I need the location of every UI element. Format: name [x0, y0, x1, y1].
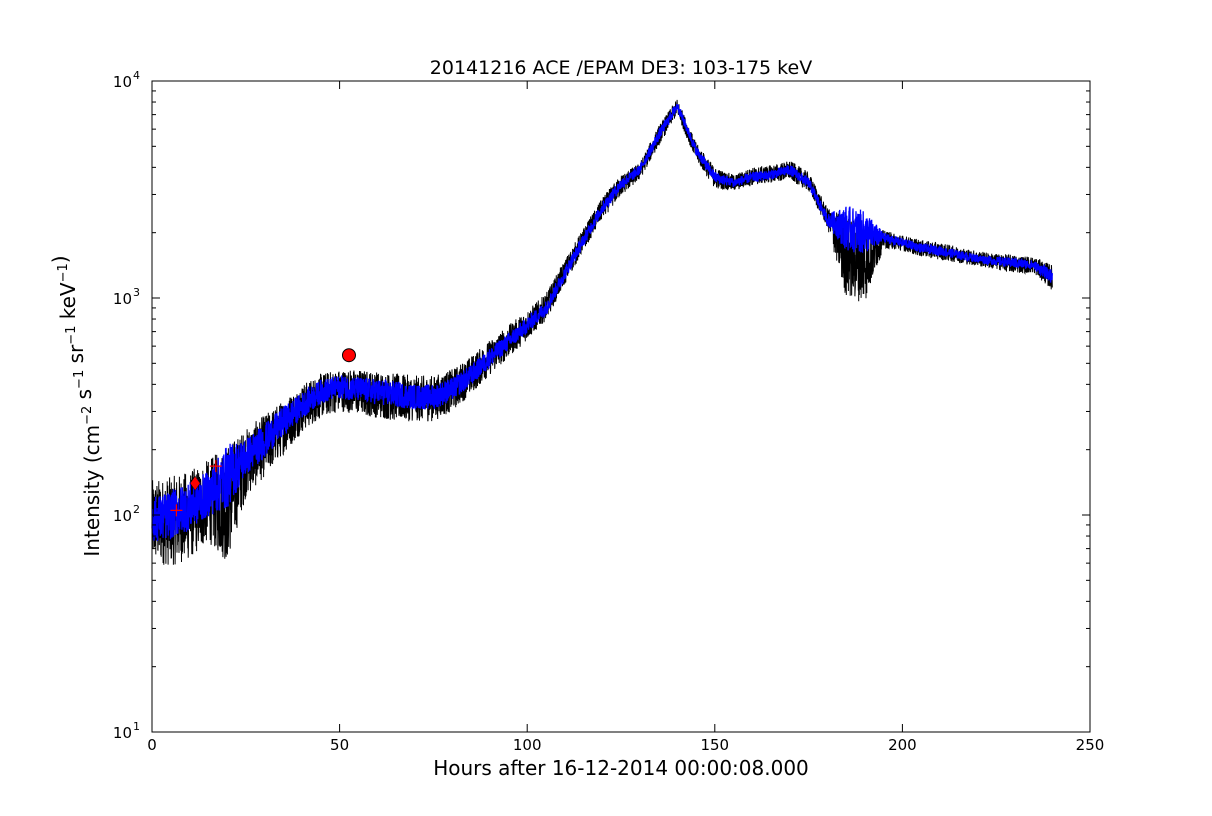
- y-tick-label-exponent: 4: [133, 69, 140, 82]
- y-label-unit-exponent: −1: [72, 370, 87, 389]
- x-tick-label: 0: [147, 736, 157, 754]
- marker-plus-3: [209, 460, 222, 473]
- plot-area-frame: [151, 80, 1091, 733]
- x-tick-label: 150: [700, 736, 729, 754]
- data-layer: [151, 99, 1053, 565]
- y-label-unit: cm: [80, 425, 104, 455]
- y-label-unit-exponent: −2: [80, 406, 95, 425]
- y-tick-label: 10: [113, 290, 132, 308]
- series-blue-trace: [151, 104, 1053, 542]
- marker-plus-1: [170, 504, 183, 517]
- y-label-unit: sr: [64, 344, 88, 370]
- chart-title: 20141216 ACE /EPAM DE3: 103-175 keV: [430, 57, 812, 79]
- y-tick-label-exponent: 1: [133, 720, 140, 733]
- marker-layer: [170, 348, 356, 517]
- series-black-trace: [151, 99, 1053, 565]
- x-axis-label: Hours after 16-12-2014 00:00:08.000: [433, 756, 809, 780]
- y-label-prefix: Intensity (: [80, 455, 104, 556]
- y-tick-label: 10: [113, 724, 132, 742]
- x-axis: 0 50 100 150 200 250: [147, 81, 1104, 754]
- marker-circle-4: [341, 348, 356, 363]
- y-tick-label: 10: [113, 507, 132, 525]
- y-label-unit-exponent: −1: [56, 263, 71, 282]
- x-tick-label: 50: [330, 736, 349, 754]
- y-tick-label-exponent: 3: [133, 286, 140, 299]
- y-tick-label-exponent: 2: [133, 503, 140, 516]
- marker-diamond-2: [189, 475, 201, 491]
- y-axis-label: Intensity (cm−2 s−1 sr−1 keV−1): [48, 255, 104, 556]
- y-label-unit: keV: [56, 282, 80, 326]
- x-tick-label: 200: [888, 736, 917, 754]
- x-tick-label: 100: [513, 736, 542, 754]
- y-label-unit-exponent: −1: [64, 326, 79, 345]
- y-label-suffix: ): [48, 255, 72, 263]
- x-tick-label: 250: [1076, 736, 1105, 754]
- y-label-unit: s: [72, 389, 96, 406]
- y-tick-label: 10: [113, 73, 132, 91]
